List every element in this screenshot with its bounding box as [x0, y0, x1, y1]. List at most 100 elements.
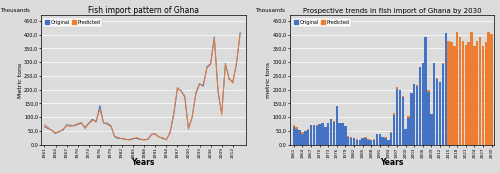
Bar	[307, 130, 310, 145]
Bar	[378, 134, 381, 145]
Bar	[347, 136, 350, 145]
Bar	[464, 45, 467, 145]
Bar	[387, 140, 390, 145]
Bar	[358, 140, 361, 145]
Original	[178, 89, 184, 91]
Bar	[330, 120, 332, 145]
Bar	[450, 42, 452, 145]
Bar	[456, 32, 458, 145]
Bar	[418, 67, 421, 145]
Bar	[442, 63, 444, 145]
Bar	[470, 32, 472, 145]
Bar	[422, 63, 424, 145]
Bar	[318, 124, 321, 145]
Bar	[376, 134, 378, 145]
Bar	[430, 114, 432, 145]
Bar	[390, 133, 392, 145]
Bar	[336, 106, 338, 145]
Bar	[344, 126, 346, 145]
Predicted	[74, 123, 80, 125]
Bar	[292, 125, 295, 145]
Bar	[301, 133, 304, 145]
Bar	[433, 63, 436, 145]
Bar	[336, 109, 338, 145]
Bar	[356, 139, 358, 145]
Bar	[404, 129, 407, 145]
Bar	[484, 42, 487, 145]
Original	[42, 126, 48, 128]
Bar	[439, 83, 441, 145]
Bar	[362, 139, 364, 145]
Bar	[424, 37, 427, 145]
Predicted	[152, 133, 158, 135]
Bar	[418, 68, 421, 145]
Bar	[292, 127, 295, 145]
Bar	[402, 96, 404, 145]
Bar	[370, 140, 372, 145]
Bar	[312, 125, 315, 145]
Bar	[350, 139, 352, 145]
Bar	[396, 89, 398, 145]
Bar	[327, 124, 330, 145]
Bar	[338, 123, 341, 145]
Bar	[410, 94, 412, 145]
Bar	[436, 78, 438, 145]
Bar	[387, 140, 390, 145]
Predicted	[126, 139, 132, 141]
Bar	[439, 82, 441, 145]
Bar	[296, 129, 298, 145]
Bar	[407, 118, 410, 145]
Bar	[393, 113, 396, 145]
Bar	[367, 140, 370, 145]
X-axis label: Years: Years	[380, 158, 404, 167]
Bar	[479, 37, 482, 145]
Bar	[364, 137, 366, 145]
Bar	[428, 90, 430, 145]
Bar	[382, 137, 384, 145]
Bar	[332, 122, 335, 145]
Original	[74, 123, 80, 125]
Bar	[424, 38, 427, 145]
Bar	[332, 121, 335, 145]
Bar	[324, 128, 326, 145]
Y-axis label: metric tons: metric tons	[266, 62, 272, 98]
Line: Predicted: Predicted	[44, 34, 240, 140]
Bar	[490, 34, 493, 145]
Bar	[353, 139, 355, 145]
Bar	[442, 64, 444, 145]
Bar	[384, 137, 387, 145]
Bar	[378, 134, 381, 145]
X-axis label: Years: Years	[132, 158, 155, 167]
Text: Thousands: Thousands	[0, 8, 30, 13]
Bar	[330, 119, 332, 145]
Bar	[407, 116, 410, 145]
Bar	[301, 134, 304, 145]
Bar	[310, 125, 312, 145]
Title: Prospective trends in fish import of Ghana by 2030: Prospective trends in fish import of Gha…	[302, 8, 482, 13]
Bar	[307, 129, 310, 145]
Original	[237, 32, 243, 34]
Predicted	[178, 90, 184, 93]
Legend: Original, Predicted: Original, Predicted	[43, 18, 102, 27]
Bar	[322, 122, 324, 145]
Bar	[364, 139, 366, 145]
Bar	[327, 123, 330, 145]
Bar	[367, 139, 370, 145]
Bar	[473, 46, 476, 145]
Bar	[342, 123, 344, 145]
Bar	[448, 41, 450, 145]
Bar	[404, 129, 407, 145]
Original	[116, 138, 121, 140]
Bar	[398, 90, 401, 145]
Bar	[358, 140, 361, 145]
Bar	[347, 137, 350, 145]
Bar	[398, 92, 401, 145]
Bar	[316, 125, 318, 145]
Bar	[316, 126, 318, 145]
Bar	[310, 126, 312, 145]
Bar	[462, 41, 464, 145]
Bar	[298, 131, 301, 145]
Line: Original: Original	[44, 33, 240, 140]
Bar	[324, 129, 326, 145]
Bar	[482, 46, 484, 145]
